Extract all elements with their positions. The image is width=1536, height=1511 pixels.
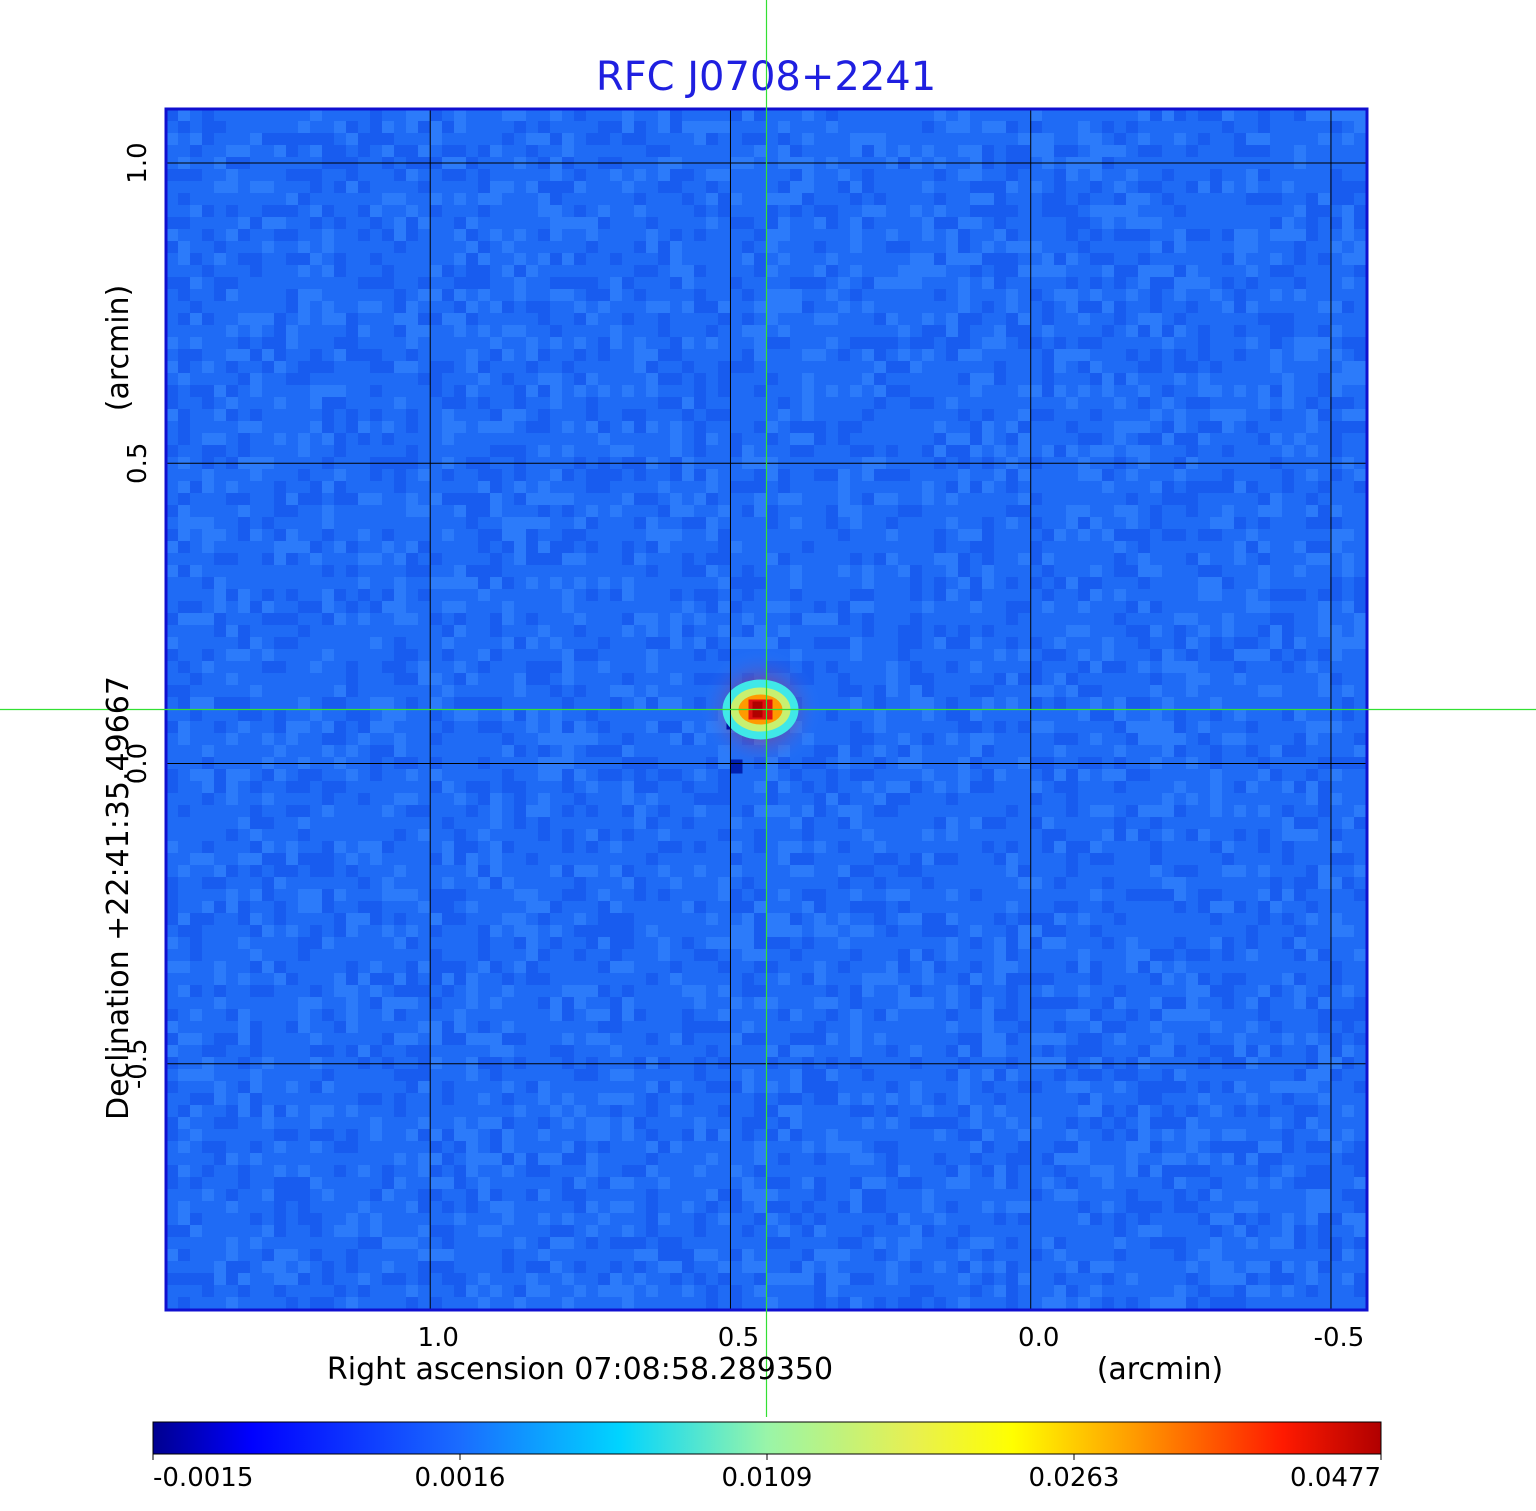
y-tick-labels: 1.0 0.5 0.0 -0.5 (123, 142, 153, 1089)
x-tick-label: 0.0 (1018, 1323, 1059, 1353)
x-tick-labels: 1.0 0.5 0.0 -0.5 (418, 1323, 1365, 1353)
y-axis-label: Declination +22:41:35.49667 (101, 676, 136, 1120)
y-axis-unit: (arcmin) (101, 285, 136, 412)
x-axis-unit: (arcmin) (1097, 1352, 1224, 1387)
y-tick-label: 1.0 (123, 142, 153, 183)
colorbar-tick-label: 0.0016 (415, 1463, 506, 1493)
colorbar-tick-label: 0.0263 (1029, 1463, 1120, 1493)
y-tick-label: -0.5 (123, 1038, 153, 1089)
crosshair (0, 0, 1536, 1417)
colorbar-tick-label: 0.0109 (722, 1463, 813, 1493)
colorbar-tick-label: 0.0477 (1290, 1463, 1381, 1493)
x-axis-label: Right ascension 07:08:58.289350 (327, 1352, 833, 1387)
colorbar-tick-labels: -0.0015 0.0016 0.0109 0.0263 0.0477 (152, 1454, 1382, 1493)
x-tick-label: 0.5 (718, 1323, 759, 1353)
x-tick-label: 1.0 (418, 1323, 459, 1353)
colorbar-tick-label: -0.0015 (153, 1463, 253, 1493)
y-tick-label: 0.0 (123, 743, 153, 784)
x-tick-label: -0.5 (1314, 1323, 1365, 1353)
y-tick-label: 0.5 (123, 443, 153, 484)
colorbar (152, 1421, 1382, 1455)
